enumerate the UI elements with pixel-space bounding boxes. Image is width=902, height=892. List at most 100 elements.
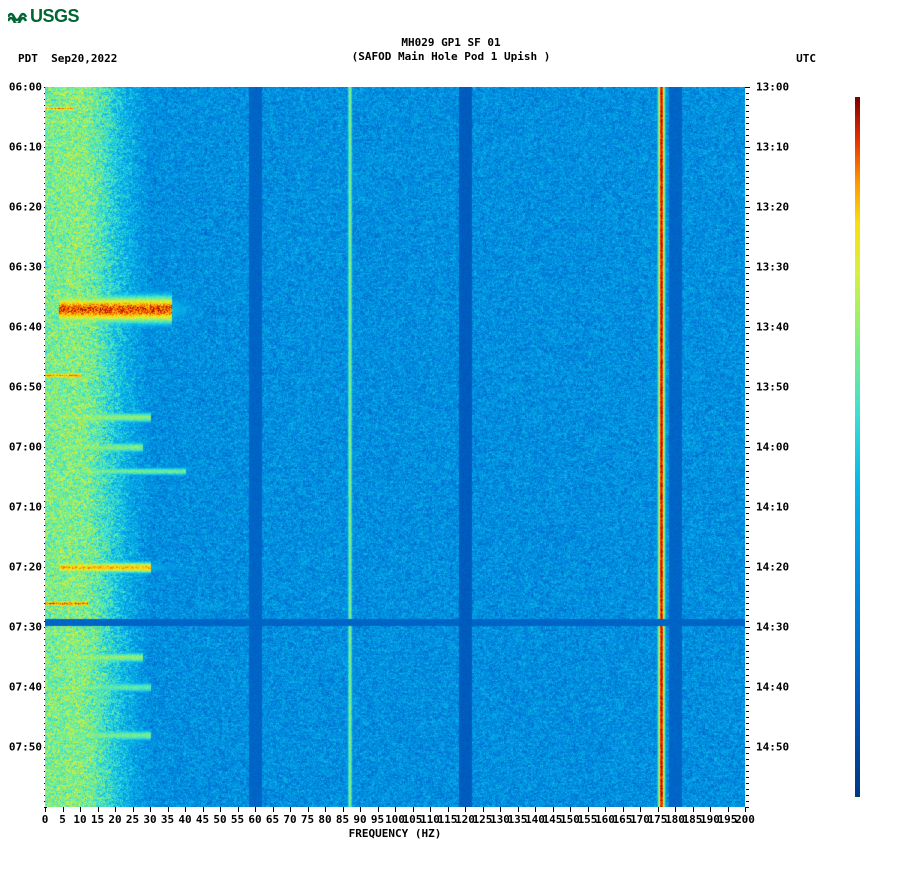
x-tick-label: 80	[318, 813, 331, 826]
x-tick-mark	[238, 807, 239, 812]
x-tick-mark	[640, 807, 641, 812]
y-right-minor-tick	[746, 231, 749, 232]
y-right-minor-tick	[746, 519, 749, 520]
x-tick-mark	[500, 807, 501, 812]
y-right-minor-tick	[746, 435, 749, 436]
y-right-minor-tick	[746, 123, 749, 124]
y-right-minor-tick	[746, 453, 749, 454]
x-tick-mark	[360, 807, 361, 812]
x-tick-mark	[343, 807, 344, 812]
x-tick-mark	[693, 807, 694, 812]
y-right-minor-tick	[746, 147, 749, 148]
y-right-minor-tick	[746, 687, 749, 688]
x-tick-mark	[395, 807, 396, 812]
y-right-minor-tick	[746, 369, 749, 370]
y-right-minor-tick	[746, 423, 749, 424]
y-right-minor-tick	[746, 771, 749, 772]
y-right-minor-tick	[746, 267, 749, 268]
y-right-minor-tick	[746, 633, 749, 634]
x-tick-mark	[63, 807, 64, 812]
y-right-minor-tick	[746, 87, 749, 88]
y-left-tick-label: 06:10	[9, 141, 42, 154]
y-right-minor-tick	[746, 555, 749, 556]
y-right-minor-tick	[746, 603, 749, 604]
y-right-minor-tick	[746, 339, 749, 340]
y-left-tick-label: 06:00	[9, 81, 42, 94]
y-right-minor-tick	[746, 273, 749, 274]
x-tick-mark	[413, 807, 414, 812]
usgs-wave-icon	[8, 7, 28, 28]
y-right-minor-tick	[746, 669, 749, 670]
y-right-minor-tick	[746, 465, 749, 466]
chart-title-line1: MH029 GP1 SF 01	[0, 36, 902, 50]
y-right-minor-tick	[746, 501, 749, 502]
y-right-tick-label: 13:50	[756, 381, 789, 394]
x-tick-mark	[465, 807, 466, 812]
x-tick-mark	[728, 807, 729, 812]
x-tick-label: 40	[178, 813, 191, 826]
x-tick-mark	[535, 807, 536, 812]
y-right-minor-tick	[746, 243, 749, 244]
x-tick-mark	[45, 807, 46, 812]
y-right-minor-tick	[746, 507, 749, 508]
y-right-minor-tick	[746, 489, 749, 490]
x-tick-mark	[133, 807, 134, 812]
y-right-minor-tick	[746, 639, 749, 640]
x-tick-label: 20	[108, 813, 121, 826]
y-right-minor-tick	[746, 399, 749, 400]
y-right-minor-tick	[746, 261, 749, 262]
x-tick-label: 0	[42, 813, 49, 826]
timezone-left: PDT Sep20,2022	[18, 52, 117, 65]
timezone-right: UTC	[796, 52, 816, 65]
y-right-minor-tick	[746, 411, 749, 412]
x-tick-mark	[290, 807, 291, 812]
y-right-tick-label: 13:00	[756, 81, 789, 94]
y-right-minor-tick	[746, 171, 749, 172]
x-tick-label: 35	[161, 813, 174, 826]
y-right-minor-tick	[746, 537, 749, 538]
x-tick-mark	[80, 807, 81, 812]
y-left-tick-label: 07:30	[9, 621, 42, 634]
x-axis: FREQUENCY (HZ) 0510152025303540455055606…	[45, 807, 745, 847]
x-tick-label: 10	[73, 813, 86, 826]
y-right-minor-tick	[746, 789, 749, 790]
y-right-minor-tick	[746, 543, 749, 544]
x-tick-mark	[675, 807, 676, 812]
y-right-minor-tick	[746, 705, 749, 706]
x-tick-label: 60	[248, 813, 261, 826]
y-right-minor-tick	[746, 393, 749, 394]
y-right-minor-tick	[746, 615, 749, 616]
tz-left-label: PDT	[18, 52, 38, 65]
y-right-minor-tick	[746, 111, 749, 112]
colorbar-canvas	[855, 97, 860, 797]
y-right-minor-tick	[746, 477, 749, 478]
y-right-minor-tick	[746, 579, 749, 580]
y-right-minor-tick	[746, 549, 749, 550]
y-right-minor-tick	[746, 315, 749, 316]
usgs-logo: USGS	[8, 6, 79, 28]
y-right-minor-tick	[746, 729, 749, 730]
y-right-minor-tick	[746, 219, 749, 220]
x-tick-label: 75	[301, 813, 314, 826]
y-left-tick-label: 07:50	[9, 741, 42, 754]
y-right-minor-tick	[746, 735, 749, 736]
y-right-minor-tick	[746, 597, 749, 598]
y-right-minor-tick	[746, 795, 749, 796]
y-right-minor-tick	[746, 621, 749, 622]
y-right-minor-tick	[746, 741, 749, 742]
y-right-minor-tick	[746, 225, 749, 226]
y-right-minor-tick	[746, 531, 749, 532]
y-right-minor-tick	[746, 783, 749, 784]
tz-right-label: UTC	[796, 52, 816, 65]
y-right-minor-tick	[746, 321, 749, 322]
y-right-minor-tick	[746, 591, 749, 592]
y-left-tick-label: 06:40	[9, 321, 42, 334]
y-right-tick-label: 13:30	[756, 261, 789, 274]
x-tick-mark	[430, 807, 431, 812]
y-right-minor-tick	[746, 765, 749, 766]
y-right-tick-label: 14:50	[756, 741, 789, 754]
y-right-minor-tick	[746, 309, 749, 310]
x-tick-label: 55	[231, 813, 244, 826]
y-right-minor-tick	[746, 651, 749, 652]
y-right-minor-tick	[746, 279, 749, 280]
